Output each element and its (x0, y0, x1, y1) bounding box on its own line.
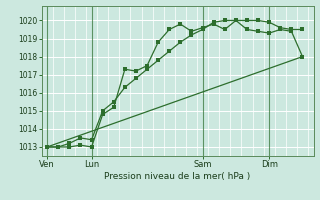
X-axis label: Pression niveau de la mer( hPa ): Pression niveau de la mer( hPa ) (104, 172, 251, 181)
